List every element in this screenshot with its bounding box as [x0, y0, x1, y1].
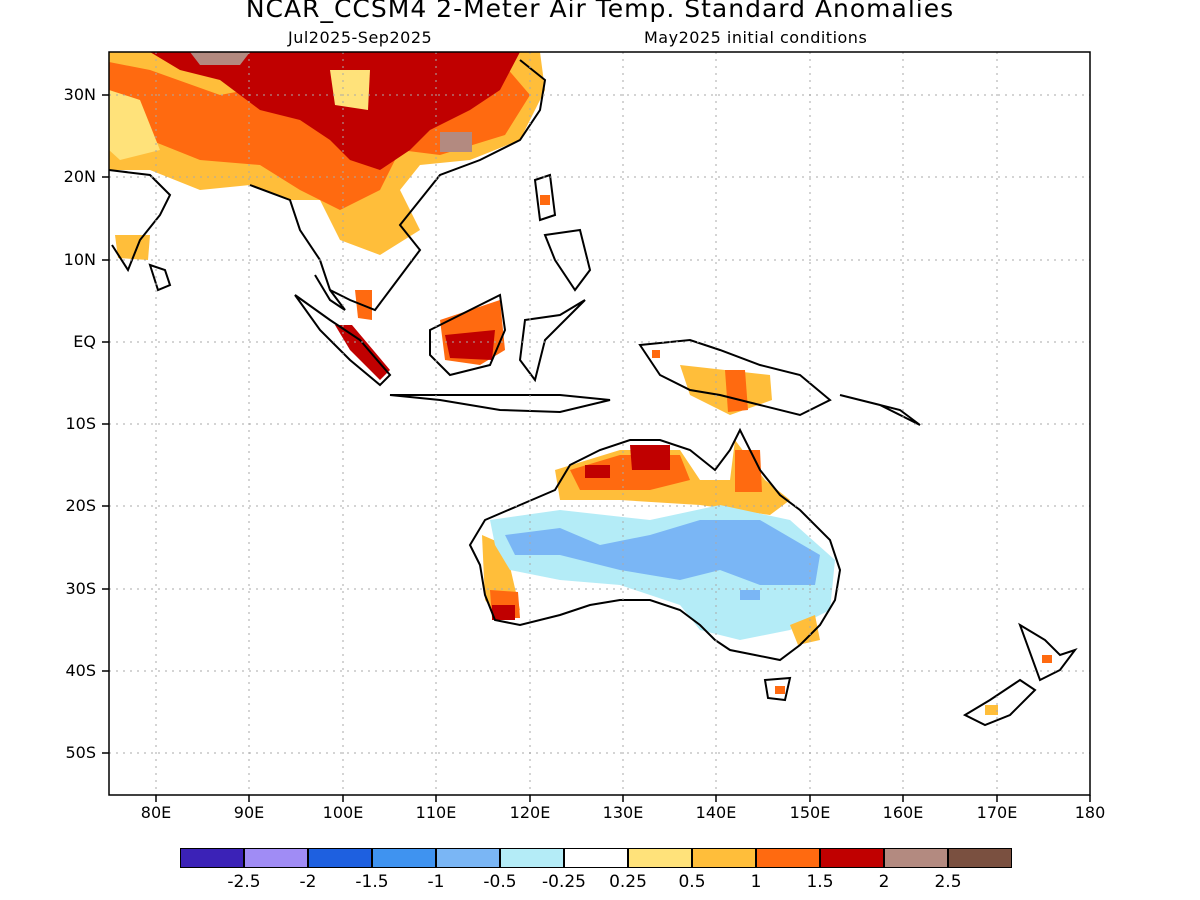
- coastlines: [109, 59, 1078, 727]
- colorbar-swatch: [180, 848, 244, 868]
- axis-ticks: [102, 94, 1091, 802]
- lon-label: 180: [1074, 803, 1106, 822]
- lon-label: 150E: [789, 803, 831, 822]
- colorbar-swatch: [884, 848, 948, 868]
- lat-label: 40S: [65, 661, 96, 680]
- colorbar-swatch: [436, 848, 500, 868]
- colorbar-label: -1.5: [355, 872, 389, 892]
- colorbar-swatch: [756, 848, 820, 868]
- colorbar-swatch: [244, 848, 308, 868]
- subtitle-period: Jul2025-Sep2025: [288, 28, 433, 47]
- colorbar-swatch: [564, 848, 628, 868]
- lon-label: 90E: [233, 803, 265, 822]
- colorbar-swatch: [820, 848, 884, 868]
- colorbar-label: -2.5: [227, 872, 261, 892]
- lat-label: 50S: [65, 743, 96, 762]
- colorbar-swatch: [500, 848, 564, 868]
- chart-title: NCAR_CCSM4 2-Meter Air Temp. Standard An…: [245, 0, 955, 23]
- plot-frame: [108, 51, 1091, 796]
- lat-label: 30S: [65, 579, 96, 598]
- lon-label: 80E: [140, 803, 172, 822]
- colorbar-label: 2.5: [934, 872, 962, 892]
- colorbar-swatch: [692, 848, 756, 868]
- lon-label: 170E: [976, 803, 1018, 822]
- colorbar-label: 0.5: [678, 872, 706, 892]
- lat-label: 10S: [65, 414, 96, 433]
- lon-label: 160E: [882, 803, 924, 822]
- lat-label: 20N: [63, 167, 96, 186]
- colorbar-label: -2: [299, 872, 317, 892]
- lon-label: 100E: [322, 803, 364, 822]
- colorbar-label: -0.5: [483, 872, 517, 892]
- lat-label: EQ: [73, 332, 96, 351]
- colorbar-label: 0.25: [609, 872, 647, 892]
- colorbar-label: -1: [427, 872, 445, 892]
- colorbar-swatch: [372, 848, 436, 868]
- lat-label: 10N: [63, 250, 96, 269]
- colorbar-label: 1.5: [806, 872, 834, 892]
- lon-label: 130E: [602, 803, 644, 822]
- colorbar-swatch: [628, 848, 692, 868]
- colorbar-swatch: [308, 848, 372, 868]
- lon-label: 110E: [415, 803, 457, 822]
- colorbar-label: -0.25: [542, 872, 586, 892]
- lon-label: 120E: [509, 803, 551, 822]
- colorbar-label: 2: [878, 872, 890, 892]
- colorbar: [180, 848, 1012, 868]
- colorbar-label: 1: [750, 872, 762, 892]
- colorbar-swatch: [948, 848, 1012, 868]
- grid-lines: [109, 52, 1090, 795]
- lat-label: 20S: [65, 496, 96, 515]
- lat-label: 30N: [63, 85, 96, 104]
- subtitle-initial-conditions: May2025 initial conditions: [644, 28, 868, 47]
- lon-label: 140E: [695, 803, 737, 822]
